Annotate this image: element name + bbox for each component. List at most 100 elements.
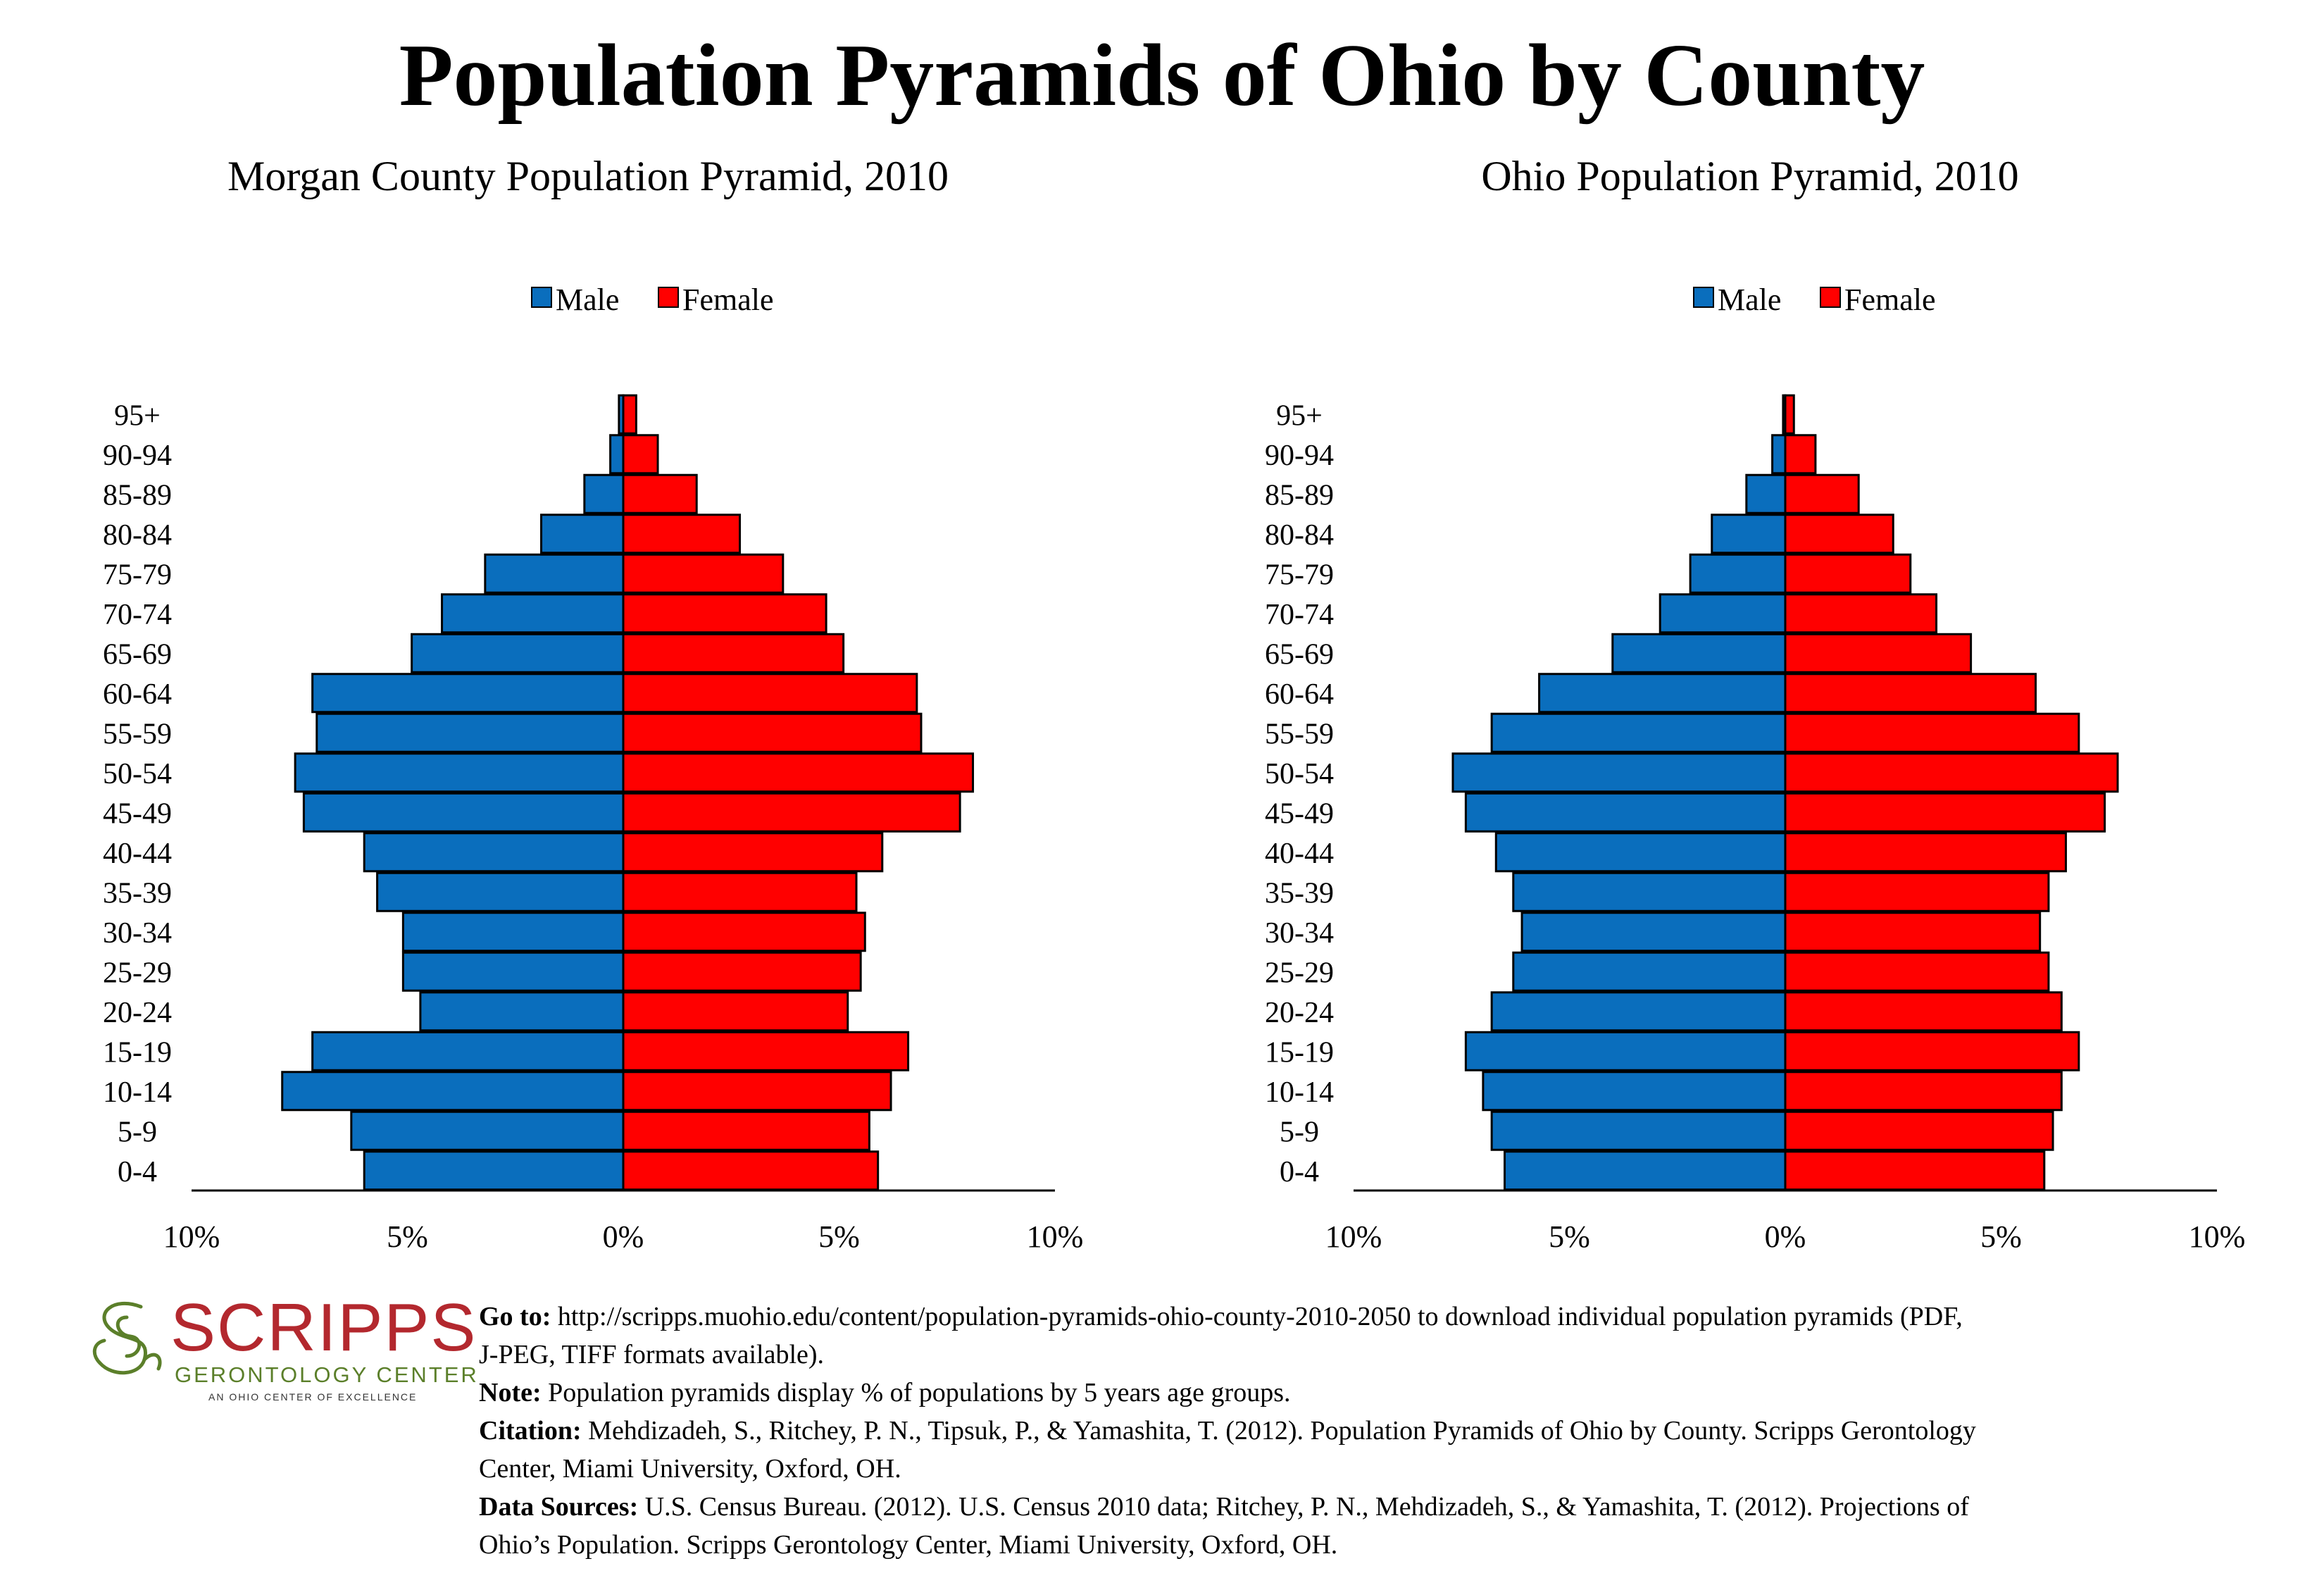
legend-swatch-male [1693, 287, 1714, 308]
male-bar-50-54 [1451, 752, 1787, 793]
age-label-55-59: 55-59 [103, 718, 172, 750]
female-bar-90-94 [1784, 434, 1817, 475]
age-label-5-9: 5-9 [118, 1116, 157, 1148]
citation-line-2: Center, Miami University, Oxford, OH. [479, 1450, 2310, 1488]
male-bar-80-84 [540, 514, 625, 554]
female-bar-60-64 [622, 673, 918, 714]
citation-label: Citation: [479, 1416, 582, 1446]
age-label-25-29: 25-29 [1265, 957, 1334, 989]
female-bar-5-9 [1784, 1110, 2054, 1151]
age-label-0-4: 0-4 [118, 1156, 157, 1188]
x-tick-label: 0% [1765, 1219, 1806, 1254]
x-tick-label: 5% [818, 1219, 860, 1254]
female-bar-75-79 [622, 553, 785, 594]
goto-link[interactable]: http://scripps.muohio.edu/content/popula… [557, 1302, 1963, 1331]
age-label-25-29: 25-29 [103, 957, 172, 989]
female-bar-65-69 [1784, 633, 1973, 673]
x-tick-label: 10% [2189, 1219, 2246, 1254]
male-bar-90-94 [1771, 434, 1787, 475]
female-bar-45-49 [1784, 792, 2106, 833]
age-label-80-84: 80-84 [1265, 519, 1334, 552]
male-bar-5-9 [350, 1110, 625, 1151]
female-bar-20-24 [622, 991, 849, 1032]
x-tick-label: 5% [1980, 1219, 2022, 1254]
age-label-65-69: 65-69 [103, 638, 172, 671]
age-label-35-39: 35-39 [1265, 877, 1334, 909]
age-label-5-9: 5-9 [1280, 1116, 1319, 1148]
male-bar-15-19 [1464, 1031, 1787, 1071]
sources-text: U.S. Census Bureau. (2012). U.S. Census … [644, 1492, 1969, 1522]
female-bar-70-74 [622, 593, 827, 634]
male-bar-40-44 [363, 832, 625, 873]
citation-text-continued: Center, Miami University, Oxford, OH. [479, 1454, 901, 1484]
notes-block: Go to: http://scripps.muohio.edu/content… [479, 1298, 2310, 1564]
female-bar-80-84 [1784, 514, 1894, 554]
male-bar-30-34 [401, 912, 625, 952]
sources-line-2: Ohio’s Population. Scripps Gerontology C… [479, 1526, 2310, 1564]
age-label-85-89: 85-89 [1265, 479, 1334, 511]
age-label-45-49: 45-49 [1265, 797, 1334, 830]
male-bar-60-64 [311, 673, 625, 714]
male-bar-20-24 [1490, 991, 1787, 1032]
age-label-95+: 95+ [1276, 399, 1323, 432]
female-bar-70-74 [1784, 593, 1938, 634]
age-label-50-54: 50-54 [1265, 758, 1334, 790]
x-tick-label: 10% [1325, 1219, 1382, 1254]
goto-text-continued: J-PEG, TIFF formats available). [479, 1340, 825, 1369]
male-bar-85-89 [1745, 473, 1787, 514]
goto-line-2: J-PEG, TIFF formats available). [479, 1336, 2310, 1374]
x-tick-label: 10% [1027, 1219, 1084, 1254]
legend-swatch-male [531, 287, 552, 308]
age-label-40-44: 40-44 [1265, 838, 1334, 870]
legend-label-male: Male [556, 282, 619, 317]
age-label-90-94: 90-94 [1265, 440, 1334, 472]
note-label: Note: [479, 1378, 542, 1407]
legend-swatch-female [658, 287, 679, 308]
citation-text: Mehdizadeh, S., Ritchey, P. N., Tipsuk, … [588, 1416, 1976, 1446]
male-bar-70-74 [1658, 593, 1787, 634]
age-label-10-14: 10-14 [1265, 1076, 1334, 1109]
age-label-40-44: 40-44 [103, 838, 172, 870]
x-tick-label: 5% [1549, 1219, 1590, 1254]
female-bar-50-54 [622, 752, 975, 793]
age-label-90-94: 90-94 [103, 440, 172, 472]
age-label-15-19: 15-19 [103, 1036, 172, 1069]
age-label-30-34: 30-34 [1265, 917, 1334, 950]
male-bar-60-64 [1538, 673, 1787, 714]
male-bar-90-94 [609, 434, 625, 475]
male-bar-45-49 [302, 792, 625, 833]
male-bar-80-84 [1711, 514, 1787, 554]
male-bar-25-29 [401, 951, 625, 992]
male-bar-25-29 [1512, 951, 1787, 992]
female-bar-30-34 [1784, 912, 2042, 952]
sources-label: Data Sources: [479, 1492, 639, 1522]
sources-text-continued: Ohio’s Population. Scripps Gerontology C… [479, 1530, 1338, 1560]
female-bar-10-14 [1784, 1071, 2063, 1112]
male-bar-35-39 [1512, 871, 1787, 912]
note-text: Population pyramids display % of populat… [548, 1378, 1291, 1407]
age-label-95+: 95+ [114, 399, 161, 432]
male-bar-10-14 [281, 1071, 625, 1112]
male-bar-15-19 [311, 1031, 625, 1071]
x-tick-label: 5% [387, 1219, 428, 1254]
x-tick-label: 10% [163, 1219, 220, 1254]
male-bar-65-69 [411, 633, 625, 673]
male-bar-35-39 [376, 871, 625, 912]
age-label-30-34: 30-34 [103, 917, 172, 950]
ohio-pyramid-chart: Ohio Population Pyramid, 2010 Male Female 0… [1265, 153, 2246, 1254]
female-bar-40-44 [1784, 832, 2067, 873]
female-bar-95+ [1784, 394, 1795, 435]
female-bar-90-94 [622, 434, 659, 475]
female-bar-20-24 [1784, 991, 2063, 1032]
female-bar-80-84 [622, 514, 742, 554]
male-bar-70-74 [441, 593, 625, 634]
age-label-80-84: 80-84 [103, 519, 172, 552]
male-bar-75-79 [484, 553, 625, 594]
female-bar-25-29 [1784, 951, 2050, 992]
age-label-50-54: 50-54 [103, 758, 172, 790]
male-bar-45-49 [1464, 792, 1787, 833]
male-bar-30-34 [1520, 912, 1787, 952]
female-bar-50-54 [1784, 752, 2119, 793]
male-bar-55-59 [316, 712, 625, 753]
age-label-15-19: 15-19 [1265, 1036, 1334, 1069]
